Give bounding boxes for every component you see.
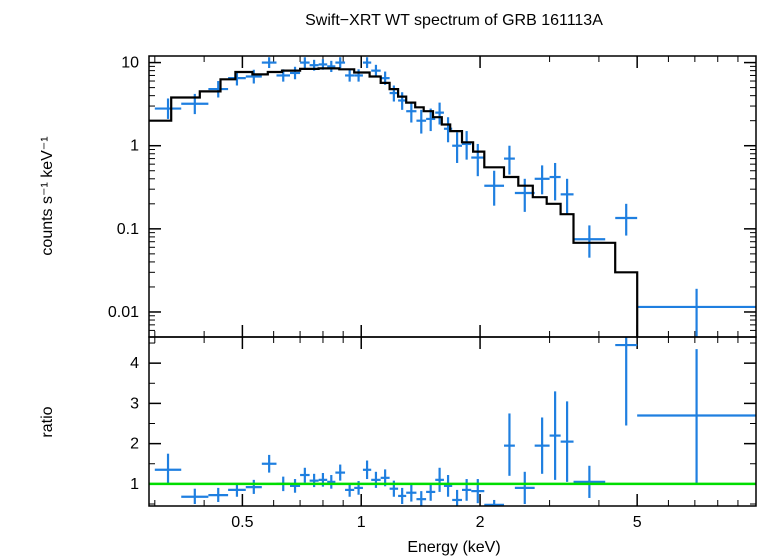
spectrum-data-point bbox=[362, 57, 372, 69]
ratio-data-point bbox=[484, 499, 505, 506]
spectrum-data-point bbox=[245, 69, 262, 84]
ratio-data-point bbox=[534, 417, 550, 474]
spectrum-data-point bbox=[435, 102, 444, 125]
ratio-data-point bbox=[371, 471, 381, 488]
ratio-data-point bbox=[637, 349, 756, 484]
ratio-data-point bbox=[426, 483, 436, 501]
spectrum-data-point bbox=[300, 57, 310, 69]
ratio-data-point bbox=[406, 483, 417, 502]
spectrum-data-point bbox=[534, 165, 550, 195]
ratio-data-point bbox=[245, 479, 262, 494]
top-y-axis-label: counts s⁻¹ keV⁻¹ bbox=[39, 136, 56, 255]
spectrum-data-point bbox=[354, 69, 363, 82]
bottom-panel-frame bbox=[148, 336, 757, 507]
panel-frames bbox=[148, 55, 757, 507]
spectrum-data-point bbox=[228, 71, 246, 86]
spectrum-data-point bbox=[208, 81, 229, 98]
x-axis-label: Energy (keV) bbox=[407, 539, 500, 556]
ratio-data-point bbox=[154, 453, 182, 484]
spectrum-data-point bbox=[154, 98, 182, 119]
ratio-data-point bbox=[300, 467, 310, 483]
top-y-tick-label: 0.1 bbox=[117, 221, 139, 238]
top-panel-data-points bbox=[154, 57, 756, 337]
x-tick-labels: 0.5 1 2 5 bbox=[231, 514, 641, 531]
ratio-data-point bbox=[181, 488, 209, 504]
top-y-tick-labels: 0.01 0.1 1 10 bbox=[108, 55, 139, 321]
ratio-data-point bbox=[573, 465, 606, 498]
ratio-data-point bbox=[335, 464, 346, 481]
ratio-data-point bbox=[362, 460, 372, 480]
ratio-data-point bbox=[452, 489, 463, 506]
spectrum-data-point bbox=[637, 288, 756, 337]
ratio-data-point bbox=[228, 483, 246, 497]
ratio-data-points bbox=[154, 337, 756, 506]
spectrum-data-point bbox=[573, 225, 606, 258]
ratio-data-point bbox=[261, 454, 277, 473]
ratio-data-point bbox=[416, 491, 427, 506]
bottom-y-axis-label: ratio bbox=[39, 406, 56, 437]
x-tick-label: 0.5 bbox=[231, 514, 253, 531]
spectrum-data-point bbox=[406, 101, 417, 123]
ratio-data-point bbox=[504, 413, 515, 476]
ratio-data-point bbox=[327, 475, 336, 489]
spectrum-data-point bbox=[504, 145, 515, 175]
top-y-tick-label: 10 bbox=[121, 55, 139, 72]
top-panel-model-line bbox=[149, 67, 639, 337]
x-tick-label: 2 bbox=[476, 514, 485, 531]
chart-title: Swift−XRT WT spectrum of GRB 161113A bbox=[305, 12, 603, 29]
top-y-tick-label: 0.01 bbox=[108, 304, 139, 321]
spectrum-data-point bbox=[471, 143, 485, 177]
bottom-y-tick-labels: 1 2 3 4 bbox=[130, 355, 139, 493]
spectrum-data-point bbox=[549, 162, 561, 201]
spectrum-data-point bbox=[371, 64, 381, 77]
x-tick-label: 5 bbox=[633, 514, 642, 531]
model-step-line bbox=[149, 67, 639, 337]
spectrum-data-point bbox=[462, 131, 472, 160]
ratio-data-point bbox=[514, 471, 535, 504]
spectrum-data-point bbox=[289, 66, 301, 80]
spectrum-data-point bbox=[327, 60, 336, 73]
bottom-y-tick-label: 1 bbox=[130, 476, 139, 493]
ratio-data-point bbox=[208, 487, 229, 502]
ratio-data-point bbox=[615, 337, 638, 426]
ratio-data-point bbox=[289, 479, 301, 493]
ratio-data-point bbox=[443, 475, 453, 497]
ratio-data-point bbox=[435, 467, 444, 492]
ratio-data-point bbox=[549, 391, 561, 480]
spectrum-data-point bbox=[484, 170, 505, 206]
spectrum-data-point bbox=[452, 132, 463, 163]
ratio-data-point bbox=[345, 483, 355, 497]
spectrum-data-point bbox=[514, 178, 535, 212]
bottom-y-tick-label: 4 bbox=[130, 355, 139, 372]
top-panel-grid bbox=[149, 56, 756, 337]
spectrum-data-point bbox=[398, 92, 407, 110]
top-y-tick-label: 1 bbox=[130, 138, 139, 155]
spectrum-data-point bbox=[615, 203, 638, 236]
x-tick-label: 1 bbox=[357, 514, 366, 531]
bottom-y-tick-label: 2 bbox=[130, 436, 139, 453]
ratio-data-point bbox=[398, 487, 407, 504]
spectrum-data-point bbox=[416, 109, 427, 134]
spectrum-data-point bbox=[560, 178, 574, 215]
spectrum-data-point bbox=[345, 69, 355, 82]
ratio-data-point bbox=[560, 401, 574, 482]
spectrum-data-point bbox=[261, 57, 277, 69]
spectrum-data-point bbox=[335, 57, 346, 69]
bottom-y-tick-label: 3 bbox=[130, 395, 139, 412]
